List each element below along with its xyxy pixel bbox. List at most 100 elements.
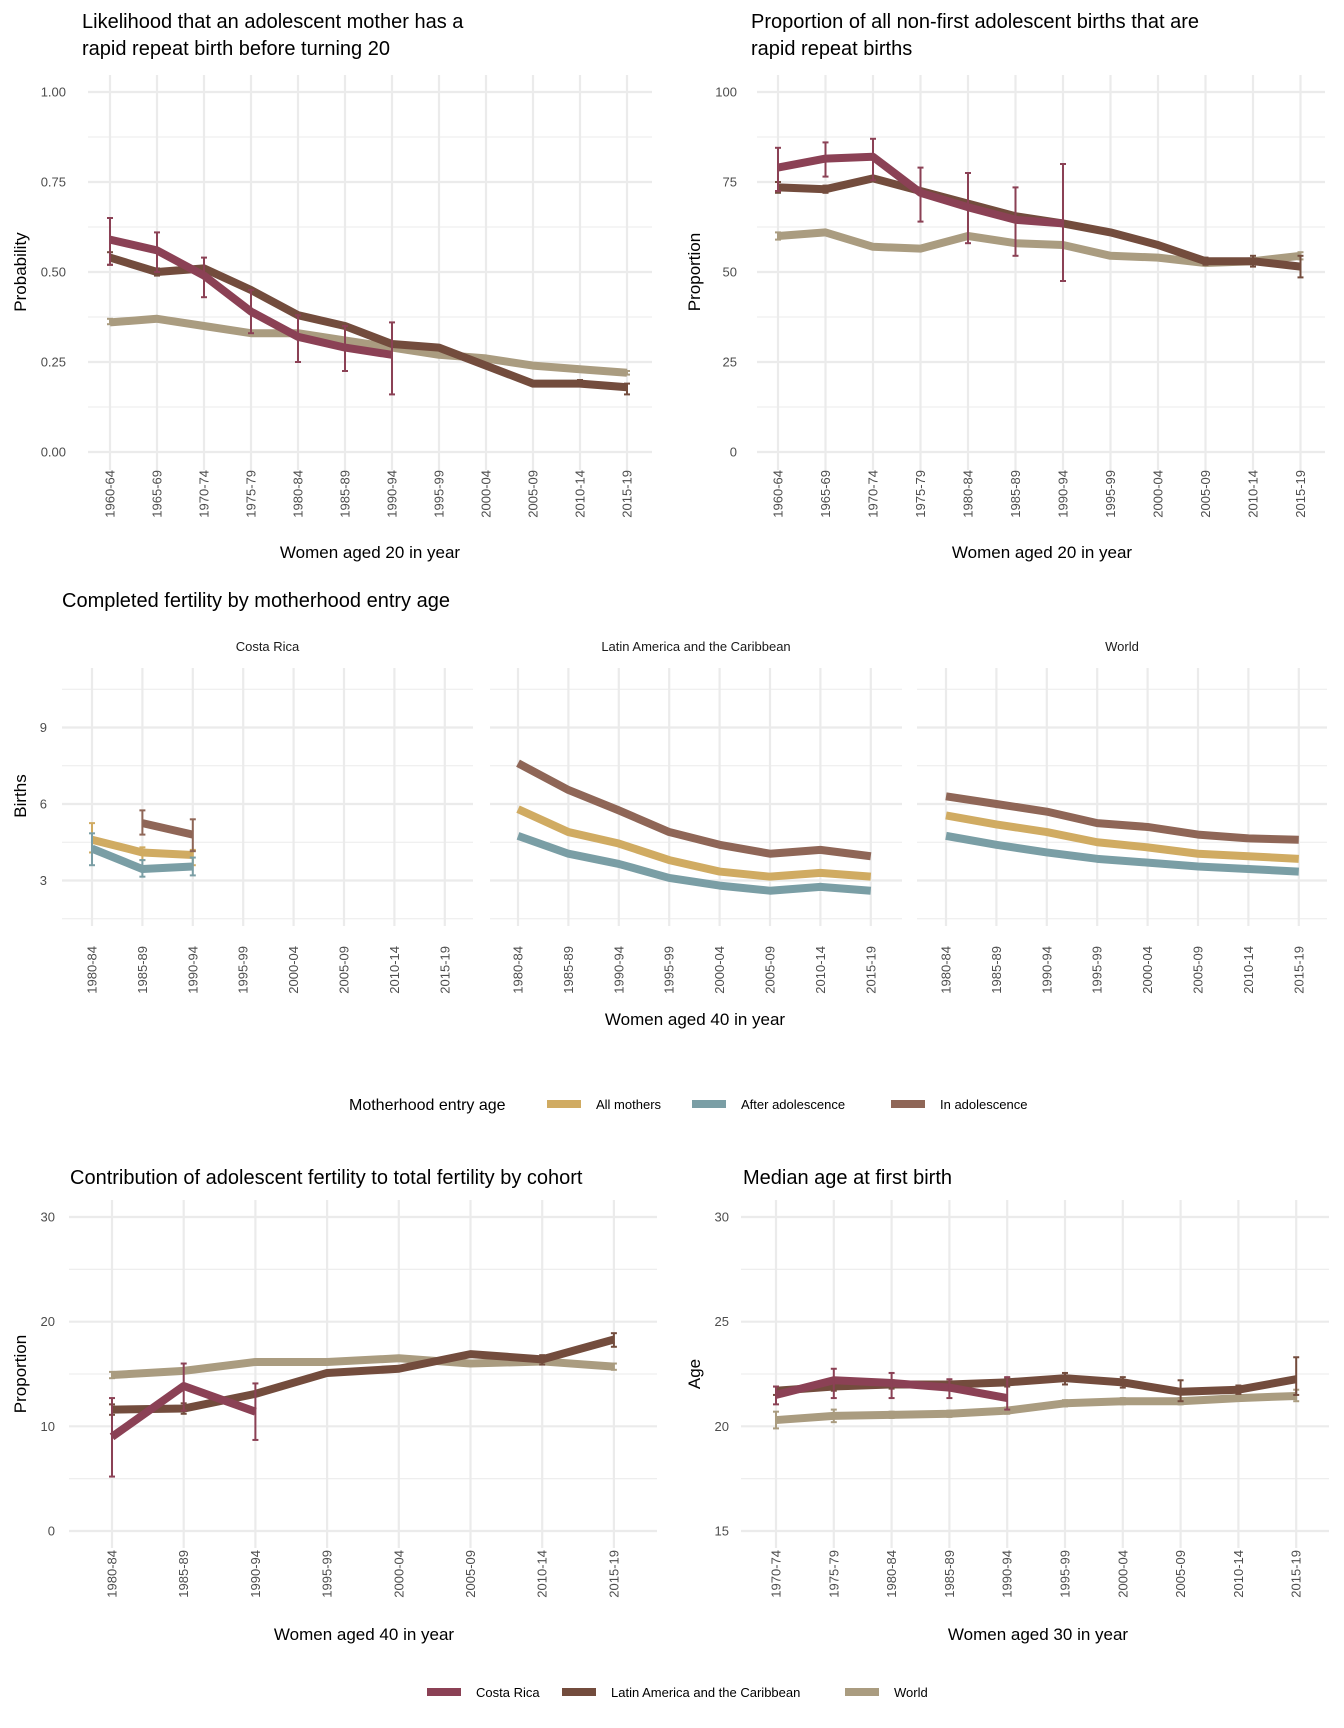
- x-tick-label: 2005-09: [1198, 470, 1213, 518]
- x-tick-label: 1985-89: [176, 1550, 191, 1598]
- chart-completed-fertility: Completed fertility by motherhood entry …: [11, 590, 1327, 1029]
- y-tick-label: 20: [41, 1314, 55, 1329]
- y-tick-label: 9: [40, 720, 47, 735]
- x-tick-label: 2010-14: [535, 1550, 550, 1598]
- y-tick-label: 75: [723, 175, 737, 190]
- x-tick-label: 1975-79: [826, 1550, 841, 1598]
- x-tick-label: 1970-74: [769, 1550, 784, 1598]
- x-tick-label: 1985-89: [338, 470, 353, 518]
- legend-key: [562, 1688, 596, 1696]
- legend-label: In adolescence: [940, 1097, 1027, 1112]
- x-tick-label: 2000-04: [391, 1550, 406, 1598]
- facet-world: 1980-84 1985-89 1990-94 1995-99 2000-04 2005-…: [917, 639, 1327, 994]
- x-tick-label: 1970-74: [197, 470, 212, 518]
- x-axis-title: Women aged 40 in year: [605, 1010, 786, 1029]
- facet-strip-title: Latin America and the Caribbean: [601, 639, 790, 654]
- x-tick-label: 2005-09: [1191, 946, 1206, 994]
- chart-median-age-first-birth: 15 20 25 30 1970-74 1975-79 1980-84 1985-89 1990…: [685, 1167, 1329, 1644]
- legend-label: After adolescence: [741, 1097, 845, 1112]
- x-tick-label: 2000-04: [712, 946, 727, 994]
- y-tick-label: 15: [715, 1524, 729, 1539]
- legend-key: [427, 1688, 461, 1696]
- x-tick-label: 1960-64: [771, 470, 786, 518]
- series-line-in-adolescence: [141, 819, 194, 839]
- x-tick-label: 2000-04: [1115, 1550, 1130, 1598]
- x-tick-label: 1995-99: [1058, 1550, 1073, 1598]
- x-axis-title: Women aged 20 in year: [952, 543, 1133, 562]
- y-tick-label: 0.00: [41, 445, 66, 460]
- x-tick-label: 2000-04: [286, 946, 301, 994]
- y-tick-label: 0: [48, 1524, 55, 1539]
- x-tick-label: 2005-09: [763, 946, 778, 994]
- legend-key: [845, 1688, 879, 1696]
- facet-strip-title: World: [1105, 639, 1139, 654]
- chart-title: Completed fertility by motherhood entry …: [62, 590, 450, 612]
- y-tick-label: 25: [723, 355, 737, 370]
- y-tick-label: 25: [715, 1314, 729, 1329]
- legend-label: All mothers: [596, 1097, 662, 1112]
- x-tick-label: 2010-14: [813, 946, 828, 994]
- x-tick-label: 1985-89: [942, 1550, 957, 1598]
- x-tick-label: 1990-94: [1039, 946, 1054, 994]
- legend-key: [891, 1100, 925, 1108]
- x-tick-label: 2015-19: [1291, 946, 1306, 994]
- x-tick-label: 1995-99: [432, 470, 447, 518]
- x-tick-label: 2010-14: [1231, 1550, 1246, 1598]
- x-tick-label: 1995-99: [1090, 946, 1105, 994]
- x-tick-label: 1990-94: [248, 1550, 263, 1598]
- x-tick-label: 2000-04: [1151, 470, 1166, 518]
- x-tick-label: 2005-09: [337, 946, 352, 994]
- y-tick-label: 30: [41, 1210, 55, 1225]
- y-tick-label: 100: [715, 85, 737, 100]
- y-tick-label: 0.50: [41, 265, 66, 280]
- legend-key: [547, 1100, 581, 1108]
- x-tick-label: 1990-94: [1056, 470, 1071, 518]
- chart-rapid-repeat-proportion: 0 25 50 75 100 1960-64 1965-69 1970-74 1975-79 19…: [685, 11, 1325, 562]
- y-tick-label: 0.75: [41, 175, 66, 190]
- series-line-world: [109, 314, 628, 377]
- legend-title: Motherhood entry age: [349, 1097, 506, 1114]
- chart-title: Proportion of all non-first adolescent b…: [751, 11, 1199, 33]
- series-line-all-mothers: [945, 811, 1300, 863]
- x-tick-label: 1985-89: [561, 946, 576, 994]
- y-tick-label: 0: [730, 445, 737, 460]
- y-axis-title: Probability: [11, 232, 30, 312]
- x-tick-label: 2005-09: [1173, 1550, 1188, 1598]
- legend-label: Latin America and the Caribbean: [611, 1685, 800, 1700]
- x-tick-label: 2015-19: [1289, 1550, 1304, 1598]
- x-tick-label: 1980-84: [105, 1550, 120, 1598]
- x-tick-label: 1980-84: [511, 946, 526, 994]
- x-tick-label: 1995-99: [662, 946, 677, 994]
- x-tick-label: 1960-64: [103, 470, 118, 518]
- x-tick-label: 2010-14: [573, 470, 588, 518]
- series-line-world: [775, 1391, 1297, 1425]
- y-tick-label: 1.00: [41, 85, 66, 100]
- x-axis-title: Women aged 40 in year: [274, 1625, 455, 1644]
- x-tick-label: 1985-89: [989, 946, 1004, 994]
- y-tick-label: 30: [715, 1210, 729, 1225]
- x-axis-title: Women aged 20 in year: [280, 543, 461, 562]
- x-tick-label: 2010-14: [1241, 946, 1256, 994]
- x-tick-label: 2015-19: [1293, 470, 1308, 518]
- series-line-in-adolescence: [945, 792, 1299, 844]
- x-tick-label: 2015-19: [437, 946, 452, 994]
- y-tick-label: 50: [723, 265, 737, 280]
- chart-title: rapid repeat birth before turning 20: [82, 38, 390, 60]
- series-line-all-mothers: [516, 805, 872, 881]
- chart-title: Likelihood that an adolescent mother has…: [82, 11, 464, 33]
- legend-key: [692, 1100, 726, 1108]
- x-tick-label: 1990-94: [611, 946, 626, 994]
- y-tick-label: 20: [715, 1419, 729, 1434]
- x-tick-label: 2015-19: [863, 946, 878, 994]
- x-axis-title: Women aged 30 in year: [948, 1625, 1129, 1644]
- x-tick-label: 1995-99: [236, 946, 251, 994]
- series-line-in-adolescence: [516, 759, 872, 861]
- legend-region: Costa Rica Latin America and the Caribbea…: [427, 1685, 928, 1700]
- chart-rapid-repeat-likelihood: 0.00 0.25 0.50 0.75 1.00 1960-64 1965-69 1970-7…: [11, 11, 652, 562]
- x-tick-label: 1965-69: [150, 470, 165, 518]
- legend-label: Costa Rica: [476, 1685, 540, 1700]
- x-tick-label: 1980-84: [85, 946, 100, 994]
- legend-label: World: [894, 1685, 928, 1700]
- x-tick-label: 1985-89: [1008, 470, 1023, 518]
- y-axis-title: Proportion: [11, 1335, 30, 1413]
